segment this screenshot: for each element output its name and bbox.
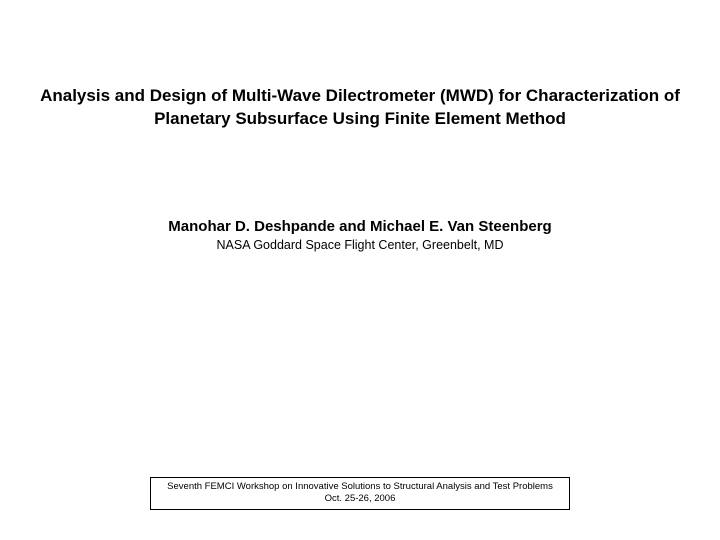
footer-workshop: Seventh FEMCI Workshop on Innovative Sol… (157, 481, 563, 493)
footer-date: Oct. 25-26, 2006 (157, 493, 563, 505)
slide: Analysis and Design of Multi-Wave Dilect… (0, 0, 720, 540)
authors-line: Manohar D. Deshpande and Michael E. Van … (40, 218, 680, 235)
slide-title: Analysis and Design of Multi-Wave Dilect… (40, 85, 680, 131)
footer-box: Seventh FEMCI Workshop on Innovative Sol… (150, 477, 570, 510)
affiliation-line: NASA Goddard Space Flight Center, Greenb… (40, 238, 680, 252)
